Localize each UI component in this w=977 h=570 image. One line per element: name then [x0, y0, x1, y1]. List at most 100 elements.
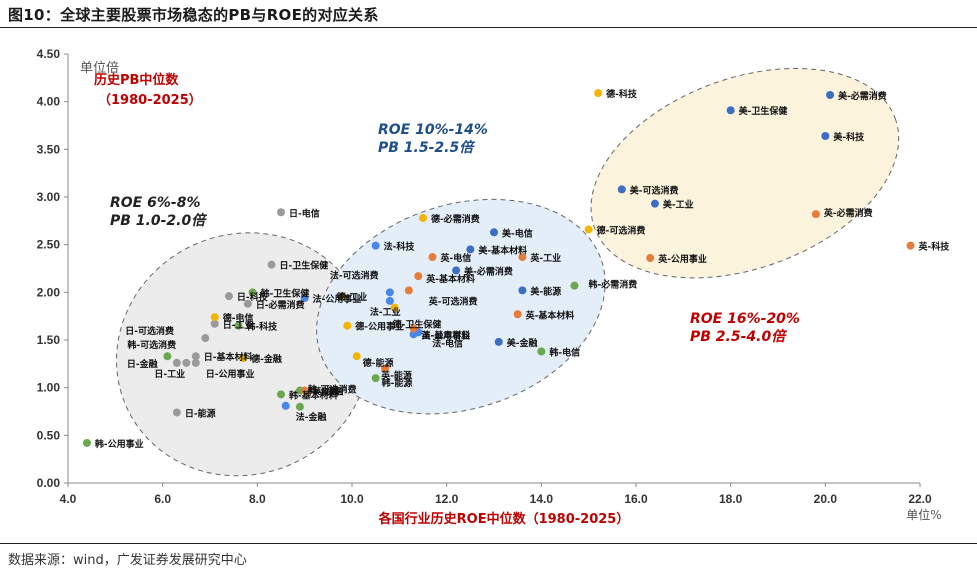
- data-point-label: 英-基本材料: [525, 309, 575, 321]
- data-point-label: 英-公用事业: [657, 253, 707, 265]
- x-tick-label: 4.0: [60, 492, 77, 506]
- data-point-label: 法-金融: [296, 411, 327, 423]
- x-tick-label: 18.0: [719, 492, 743, 506]
- data-point: [617, 185, 626, 194]
- y-tick-label: 3.50: [37, 142, 61, 156]
- y-tick-label: 4.50: [37, 47, 61, 61]
- data-point-label: 德-电信: [223, 312, 254, 324]
- data-point-label: 日-电信: [289, 207, 320, 219]
- data-point-label: 法-基本材料: [422, 329, 471, 341]
- data-point: [494, 337, 503, 346]
- data-point-label: 德-公用事业: [355, 321, 404, 333]
- data-point-label: 韩-金融: [308, 386, 339, 398]
- data-point-label: 日-卫生保健: [280, 260, 329, 272]
- data-point: [821, 131, 830, 140]
- zone-high-note-line2: PB 2.5-4.0倍: [690, 328, 787, 345]
- data-point: [277, 390, 285, 399]
- data-point-label: 美-科技: [833, 131, 865, 143]
- data-point: [513, 310, 522, 319]
- page-title: 图10：全球主要股票市场稳态的PB与ROE的对应关系: [8, 6, 379, 24]
- data-point-label: 韩-可选消费: [127, 339, 176, 351]
- data-point-label: 日-可选消费: [125, 325, 174, 337]
- y-unit-label: 单位倍: [80, 61, 119, 76]
- data-point: [191, 358, 200, 367]
- data-point-label: 日-工业: [154, 368, 185, 380]
- data-point: [352, 352, 361, 361]
- data-point: [414, 272, 423, 281]
- data-point-label: 德-工业: [337, 291, 368, 303]
- data-point: [826, 90, 835, 99]
- data-points: [82, 89, 915, 447]
- data-point-label: 韩-基本材料: [289, 389, 338, 401]
- data-point: [338, 292, 347, 301]
- data-point-label: 日-基本材料: [204, 351, 253, 363]
- data-point: [343, 321, 352, 330]
- x-tick-label: 22.0: [908, 492, 932, 506]
- data-point: [224, 292, 233, 301]
- data-point-label: 韩-公用事业: [95, 438, 144, 450]
- y-tick-label: 1.00: [37, 381, 61, 395]
- data-point: [385, 288, 394, 297]
- data-point-label: 德-科技: [606, 88, 638, 100]
- data-point: [428, 253, 437, 262]
- footer-divider: [0, 543, 977, 544]
- data-point-label: 英-基本材料: [425, 273, 475, 285]
- data-point: [381, 364, 390, 373]
- x-axis-label: 各国行业历史ROE中位数（1980-2025）: [378, 511, 630, 527]
- data-point-label: 韩-卫生保健: [261, 287, 310, 299]
- data-point-label: 美-卫生保健: [739, 105, 788, 117]
- data-point: [371, 374, 380, 383]
- data-point-label: 日-工业: [223, 319, 254, 331]
- zone-high-note-line1: ROE 16%-20%: [690, 311, 800, 327]
- y-tick-label: 4.00: [37, 95, 61, 109]
- data-point-label: 英-必需消费: [823, 207, 873, 219]
- data-point: [239, 354, 248, 363]
- x-tick-label: 8.0: [249, 492, 266, 506]
- zone-low-note-line1: ROE 6%-8%: [110, 195, 200, 211]
- data-point-label: 法-公用事业: [313, 293, 362, 305]
- data-point-label: 韩-必需消费: [588, 279, 637, 291]
- data-point: [300, 386, 309, 395]
- data-source: 数据来源：wind，广发证券发展研究中心: [8, 553, 247, 568]
- data-point-label: 日-金融: [127, 358, 158, 370]
- data-point-label: 英-科技: [918, 241, 951, 253]
- y-tick-label: 2.00: [37, 285, 61, 299]
- data-point-label: 日-科技: [237, 291, 269, 303]
- data-point: [243, 299, 252, 308]
- data-point: [371, 241, 380, 250]
- x-tick-label: 12.0: [435, 492, 459, 506]
- data-point: [594, 89, 603, 98]
- data-point: [570, 281, 579, 290]
- y-tick-label: 0.00: [37, 476, 61, 490]
- data-point: [172, 358, 181, 367]
- data-point: [404, 286, 413, 295]
- data-point-label: 美-必需消费: [464, 265, 513, 277]
- data-point-label: 德-卫生保健: [393, 319, 442, 331]
- data-point-label: 美-金融: [507, 337, 538, 349]
- data-point: [210, 313, 219, 322]
- data-point: [385, 296, 394, 305]
- x-tick-label: 14.0: [530, 492, 554, 506]
- data-point: [390, 303, 399, 312]
- data-point: [452, 266, 461, 275]
- data-point: [518, 286, 527, 295]
- x-tick-label: 20.0: [814, 492, 838, 506]
- data-point: [906, 241, 915, 250]
- data-point-label: 法-可选消费: [330, 269, 379, 281]
- data-point: [646, 254, 655, 263]
- data-point-label: 美-电信: [502, 227, 533, 239]
- data-point-label: 德-金融: [251, 353, 282, 365]
- data-point-label: 美-必需消费: [838, 90, 887, 102]
- data-point: [210, 319, 219, 328]
- data-point-label: 韩-能源: [382, 377, 413, 389]
- data-point-label: 英-金融: [312, 386, 344, 398]
- data-point-label: 美-工业: [663, 199, 694, 211]
- data-point: [811, 210, 820, 219]
- zone-mid-ellipse: [316, 198, 606, 415]
- data-point: [419, 213, 427, 222]
- data-point: [466, 245, 475, 254]
- data-point-label: 日-能源: [185, 407, 216, 419]
- data-point: [518, 253, 527, 262]
- data-point: [277, 208, 285, 217]
- zone-mid-note-line2: PB 1.5-2.5倍: [378, 139, 475, 156]
